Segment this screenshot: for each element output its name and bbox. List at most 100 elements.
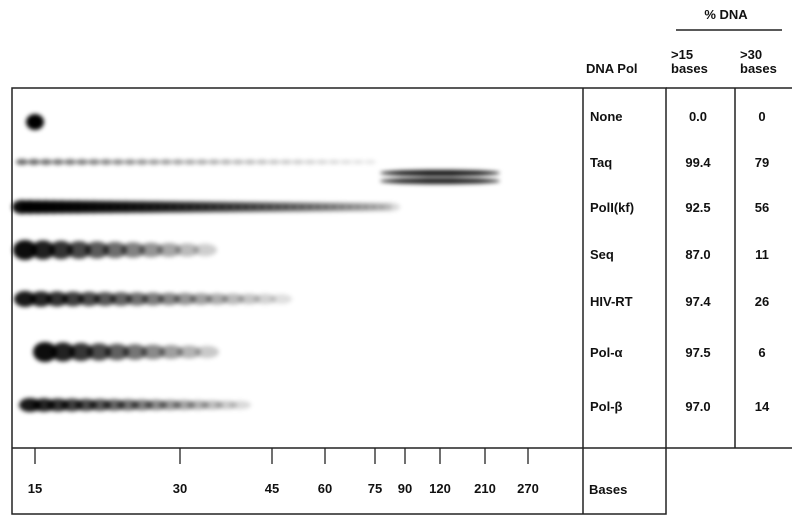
- band: [177, 345, 201, 359]
- band: [172, 159, 184, 165]
- band: [380, 178, 500, 184]
- band: [85, 241, 109, 259]
- percent-30: 14: [754, 399, 770, 414]
- band: [13, 240, 37, 260]
- band: [256, 159, 268, 165]
- tick-label: 90: [397, 481, 413, 496]
- band: [139, 242, 163, 258]
- polymerase-name: None: [590, 109, 623, 124]
- band: [184, 159, 196, 165]
- band: [126, 292, 148, 306]
- axis-ticks: [34, 448, 529, 464]
- tick-label: 45: [264, 481, 280, 496]
- band: [33, 342, 57, 362]
- band: [26, 114, 44, 130]
- polymerase-name: Pol-β: [590, 399, 623, 414]
- percent-15: 97.5: [685, 345, 711, 360]
- band: [30, 291, 52, 307]
- band: [340, 160, 352, 164]
- band: [380, 202, 400, 212]
- band: [316, 160, 328, 164]
- frame: [11, 87, 667, 515]
- band: [208, 159, 220, 165]
- band: [196, 159, 208, 165]
- percent-30: 26: [754, 294, 770, 309]
- column-header: >30 bases: [740, 47, 777, 76]
- band: [16, 159, 28, 165]
- band: [76, 159, 88, 165]
- band: [28, 159, 40, 165]
- band: [195, 345, 219, 359]
- band: [40, 159, 52, 165]
- percent-30: 0: [758, 109, 766, 124]
- band: [160, 159, 172, 165]
- band: [280, 159, 292, 165]
- band: [51, 342, 75, 362]
- band: [159, 345, 183, 359]
- band: [100, 159, 112, 165]
- band: [175, 243, 199, 257]
- band: [136, 159, 148, 165]
- polymerase-name: Seq: [590, 247, 614, 262]
- band: [229, 400, 251, 410]
- band: [292, 159, 304, 165]
- percent-15: 97.0: [685, 399, 711, 414]
- band: [244, 159, 256, 165]
- polymerase-name: PolI(kf): [590, 200, 635, 215]
- band: [222, 293, 244, 305]
- band: [352, 160, 364, 164]
- tick-label: 75: [367, 481, 383, 496]
- band: [78, 291, 100, 307]
- band: [220, 159, 232, 165]
- band: [304, 159, 316, 165]
- band: [157, 243, 181, 257]
- column-header: DNA Pol: [586, 61, 638, 76]
- band: [380, 170, 500, 176]
- band: [121, 242, 145, 258]
- band: [238, 293, 260, 305]
- tick-label: 30: [172, 481, 188, 496]
- band: [52, 159, 64, 165]
- percent-15: 97.4: [685, 294, 711, 309]
- axis-label: Bases: [589, 482, 628, 497]
- percent-30: 6: [758, 345, 766, 360]
- band: [158, 292, 180, 306]
- tick-label: 270: [517, 481, 539, 496]
- band: [49, 240, 73, 260]
- band: [69, 342, 93, 362]
- band: [193, 243, 217, 257]
- band: [112, 159, 124, 165]
- band: [142, 292, 164, 306]
- band: [232, 159, 244, 165]
- band: [270, 294, 292, 304]
- tick-label: 60: [317, 481, 333, 496]
- band: [190, 293, 212, 305]
- band: [87, 343, 111, 361]
- percent-15: 0.0: [688, 109, 708, 124]
- band: [206, 293, 228, 305]
- percent-15: 87.0: [685, 247, 711, 262]
- band: [124, 159, 136, 165]
- group-header: % DNA: [704, 7, 748, 22]
- tick-label: 210: [474, 481, 496, 496]
- band: [67, 241, 91, 259]
- band: [268, 159, 280, 165]
- band: [46, 291, 68, 307]
- band: [94, 291, 116, 307]
- tick-label: 15: [27, 481, 43, 496]
- band: [64, 159, 76, 165]
- percent-30: 79: [754, 155, 770, 170]
- polymerase-name: HIV-RT: [590, 294, 633, 309]
- band: [62, 291, 84, 307]
- band: [148, 159, 160, 165]
- percent-30: 56: [754, 200, 770, 215]
- band: [88, 159, 100, 165]
- tick-label: 120: [429, 481, 451, 496]
- band: [254, 293, 276, 305]
- band: [103, 241, 127, 259]
- band: [105, 343, 129, 361]
- percent-15: 92.5: [685, 200, 711, 215]
- band: [123, 344, 147, 360]
